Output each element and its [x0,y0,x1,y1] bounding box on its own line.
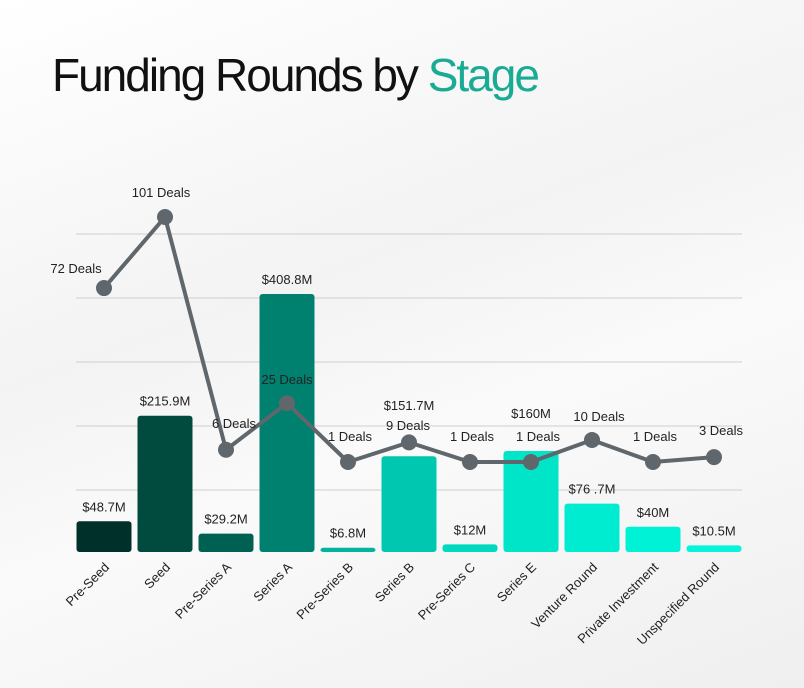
bar [198,533,254,552]
deals-point [462,454,478,470]
bar [564,503,620,552]
bar [686,545,742,552]
deals-point [401,434,417,451]
bar-label: $6.8M [330,526,366,541]
deals-label: 10 Deals [573,409,625,424]
bar-label: $40M [637,505,670,520]
x-tick-label: Pre-Seed [63,560,112,609]
deals-label: 25 Deals [261,372,313,387]
deals-point [584,431,600,448]
deals-label: 1 Deals [328,429,373,444]
title-main: Funding Rounds by [52,49,428,101]
deals-label: 1 Deals [450,429,495,444]
deals-label: 72 Deals [50,261,102,276]
bar [442,544,498,552]
deals-label: 6 Deals [212,416,257,431]
x-tick-label: Pre-Series C [415,560,478,623]
bar [320,547,376,552]
bar-label: $151.7M [384,398,435,413]
chart-title: Funding Rounds by Stage [52,48,540,102]
x-tick-label: Seed [141,560,173,592]
deals-label: 1 Deals [516,429,561,444]
deals-point [157,209,173,225]
bar-label: $48.7M [82,499,125,514]
deals-point [96,280,112,297]
x-tick-label: Series A [250,559,295,604]
bar-label: $76 .7M [569,482,616,497]
deals-label: 9 Deals [386,418,431,433]
bar-label: $160M [511,406,551,421]
bar-label: $408.8M [262,272,313,287]
deals-point [340,454,356,470]
deals-label: 1 Deals [633,429,678,444]
title-accent: Stage [427,49,540,101]
bar-label: $29.2M [204,512,247,527]
deals-point [523,454,539,470]
x-tick-label: Series B [372,560,417,605]
bar [503,451,559,552]
deals-label: 3 Deals [699,423,744,438]
deals-label: 101 Deals [132,185,191,200]
bar-label: $10.5M [692,523,735,538]
bar-label: $215.9M [140,394,191,409]
bar [625,526,681,552]
bar [381,456,437,552]
x-tick-label: Pre-Series A [172,559,234,621]
deals-point [706,449,722,466]
bar [76,521,132,552]
deals-point [645,454,661,470]
bar [259,294,315,552]
x-tick-label: Series E [494,559,540,605]
x-tick-label: Pre-Series B [293,560,356,623]
deals-point [279,395,295,412]
bar-label: $12M [454,522,487,537]
deals-point [218,441,234,458]
bar [137,415,193,552]
